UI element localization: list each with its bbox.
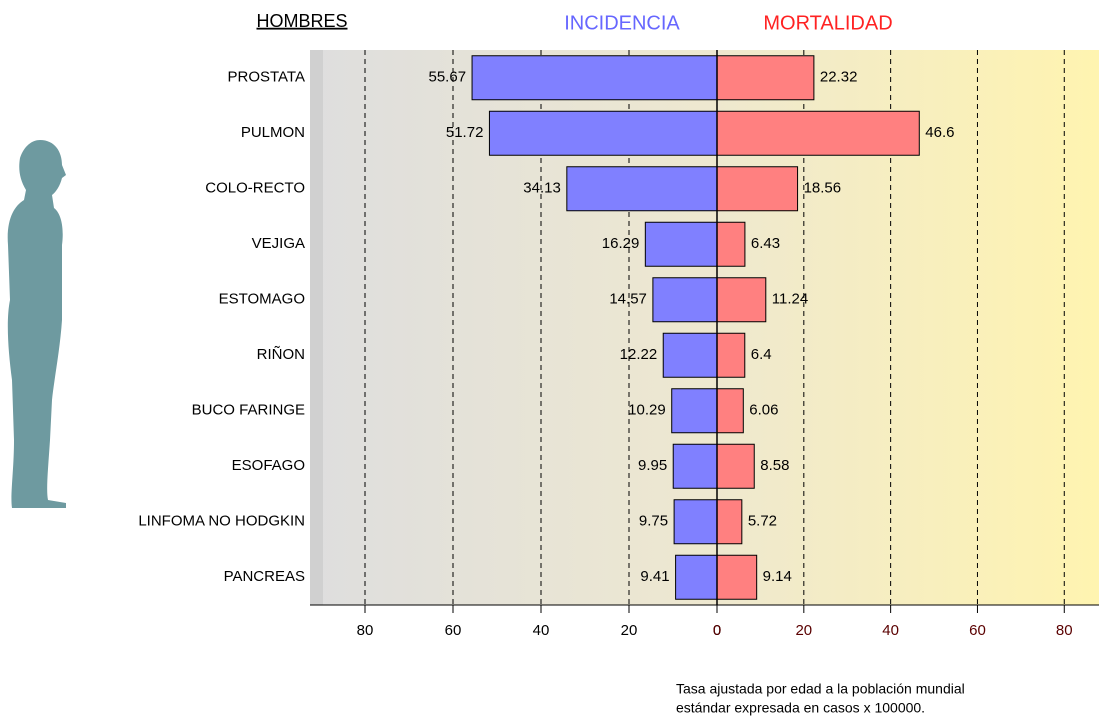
value-label: 16.29 xyxy=(602,235,640,252)
bar xyxy=(716,554,758,600)
x-tick-label: 60 xyxy=(969,622,986,639)
value-label: 18.56 xyxy=(804,180,842,197)
value-label: 55.67 xyxy=(429,69,467,86)
x-tick-label: 40 xyxy=(882,622,899,639)
value-label: 9.14 xyxy=(763,568,792,585)
x-tick-label: 20 xyxy=(621,622,638,639)
bar xyxy=(716,388,744,434)
value-label: 6.43 xyxy=(751,235,780,252)
category-label: COLO-RECTO xyxy=(205,180,305,197)
value-label: 14.57 xyxy=(609,291,647,308)
x-tick-label: 80 xyxy=(357,622,374,639)
value-label: 51.72 xyxy=(446,124,484,141)
x-tick-label: 80 xyxy=(1056,622,1073,639)
x-tick-label: 40 xyxy=(533,622,550,639)
bar xyxy=(671,388,718,434)
value-label: 34.13 xyxy=(523,180,561,197)
category-label: ESOFAGO xyxy=(232,457,305,474)
value-label: 6.06 xyxy=(749,402,778,419)
x-tick-label: 0 xyxy=(713,622,721,639)
bar xyxy=(488,110,718,156)
value-label: 9.75 xyxy=(639,513,668,530)
value-label: 8.58 xyxy=(760,457,789,474)
value-label: 9.41 xyxy=(640,568,669,585)
legend-label: INCIDENCIA xyxy=(564,12,680,34)
note: Tasa ajustada por edad a la población mu… xyxy=(676,681,965,697)
category-label: LINFOMA NO HODGKIN xyxy=(138,513,305,530)
bar xyxy=(716,499,743,545)
value-label: 46.6 xyxy=(925,124,954,141)
value-label: 12.22 xyxy=(620,346,658,363)
bar xyxy=(471,55,718,101)
human-silhouette xyxy=(7,140,66,508)
value-label: 9.95 xyxy=(638,457,667,474)
category-label: VEJIGA xyxy=(252,235,305,252)
category-label: PROSTATA xyxy=(227,69,305,86)
bar xyxy=(716,166,799,212)
x-tick-label: 60 xyxy=(445,622,462,639)
category-label: PULMON xyxy=(241,124,305,141)
chart-title: HOMBRES xyxy=(256,11,347,31)
x-tick-label: 0 xyxy=(713,622,721,639)
bar xyxy=(675,554,718,600)
bar xyxy=(716,221,746,267)
bar xyxy=(566,166,718,212)
bar xyxy=(716,55,815,101)
bar xyxy=(716,332,746,378)
value-label: 22.32 xyxy=(820,69,858,86)
bar xyxy=(716,443,755,489)
value-label: 5.72 xyxy=(748,513,777,530)
bar xyxy=(673,499,718,545)
bar xyxy=(716,277,767,323)
category-label: ESTOMAGO xyxy=(219,291,305,308)
note: estándar expresada en casos x 100000. xyxy=(676,700,925,716)
value-label: 11.24 xyxy=(772,291,808,308)
bar xyxy=(662,332,718,378)
value-label: 10.29 xyxy=(628,402,666,419)
x-tick-label: 20 xyxy=(795,622,812,639)
legend-label: MORTALIDAD xyxy=(763,12,892,34)
bar xyxy=(652,277,718,323)
bar xyxy=(644,221,718,267)
bar xyxy=(672,443,718,489)
bar xyxy=(716,110,920,156)
plot-edge xyxy=(310,50,323,605)
category-label: PANCREAS xyxy=(224,568,305,585)
value-label: 6.4 xyxy=(751,346,772,363)
category-label: BUCO FARINGE xyxy=(192,402,305,419)
category-label: RIÑON xyxy=(257,346,305,363)
